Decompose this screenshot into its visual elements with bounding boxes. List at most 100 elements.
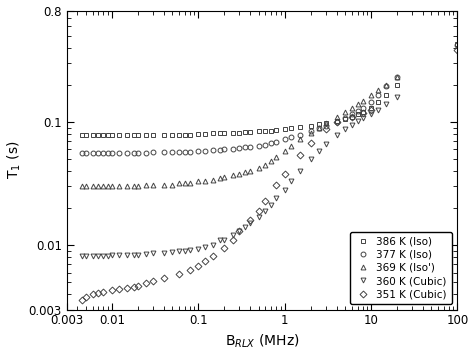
- 386 K (Iso): [124, 132, 130, 137]
- 377 K (Iso): [143, 151, 149, 155]
- 360 K (Cubic): [394, 95, 400, 100]
- 369 K (Iso'): [255, 166, 261, 171]
- 360 K (Cubic): [109, 253, 115, 257]
- 351 K (Cubic): [349, 115, 355, 119]
- 369 K (Iso'): [96, 184, 101, 188]
- 351 K (Cubic): [195, 264, 201, 268]
- 360 K (Cubic): [308, 157, 313, 161]
- 377 K (Iso): [297, 132, 302, 137]
- Line: 360 K (Cubic): 360 K (Cubic): [80, 95, 400, 258]
- 386 K (Iso): [360, 110, 365, 114]
- 369 K (Iso'): [282, 149, 287, 153]
- 369 K (Iso'): [187, 181, 192, 185]
- 386 K (Iso): [182, 132, 188, 137]
- 351 K (Cubic): [334, 120, 339, 124]
- 377 K (Iso): [237, 146, 242, 151]
- 360 K (Cubic): [255, 215, 261, 219]
- 351 K (Cubic): [161, 276, 167, 280]
- 369 K (Iso'): [368, 93, 374, 97]
- 351 K (Cubic): [237, 229, 242, 233]
- 377 K (Iso): [210, 148, 216, 152]
- 377 K (Iso): [96, 151, 101, 155]
- 360 K (Cubic): [360, 116, 365, 120]
- 360 K (Cubic): [83, 254, 89, 258]
- 369 K (Iso'): [131, 184, 137, 188]
- 386 K (Iso): [202, 132, 208, 136]
- 360 K (Cubic): [368, 112, 374, 116]
- 386 K (Iso): [90, 132, 95, 137]
- 351 K (Cubic): [360, 111, 365, 115]
- 369 K (Iso'): [268, 159, 274, 163]
- 369 K (Iso'): [90, 184, 95, 188]
- 351 K (Cubic): [150, 279, 156, 283]
- 369 K (Iso'): [218, 176, 223, 180]
- 377 K (Iso): [124, 151, 130, 155]
- 369 K (Iso'): [263, 162, 268, 167]
- 360 K (Cubic): [195, 247, 201, 251]
- 360 K (Cubic): [230, 233, 236, 237]
- 386 K (Iso): [323, 121, 328, 125]
- 386 K (Iso): [169, 132, 175, 137]
- 377 K (Iso): [187, 150, 192, 154]
- 377 K (Iso): [90, 151, 95, 155]
- 360 K (Cubic): [316, 149, 322, 153]
- 351 K (Cubic): [90, 292, 95, 296]
- 369 K (Iso'): [150, 183, 156, 187]
- 386 K (Iso): [83, 132, 89, 137]
- 360 K (Cubic): [268, 203, 274, 208]
- 386 K (Iso): [273, 128, 279, 132]
- 386 K (Iso): [161, 132, 167, 137]
- 377 K (Iso): [383, 84, 389, 88]
- Y-axis label: T$_1$ (s): T$_1$ (s): [6, 141, 23, 179]
- 360 K (Cubic): [116, 253, 121, 257]
- 377 K (Iso): [455, 43, 460, 47]
- 386 K (Iso): [79, 132, 85, 137]
- 386 K (Iso): [342, 117, 348, 121]
- 386 K (Iso): [308, 124, 313, 128]
- 351 K (Cubic): [124, 286, 130, 290]
- 377 K (Iso): [289, 135, 294, 140]
- 369 K (Iso'): [308, 130, 313, 135]
- 369 K (Iso'): [169, 183, 175, 187]
- 360 K (Cubic): [105, 254, 111, 258]
- 360 K (Cubic): [334, 132, 339, 137]
- 360 K (Cubic): [202, 245, 208, 250]
- 360 K (Cubic): [375, 108, 381, 112]
- 369 K (Iso'): [124, 184, 130, 188]
- 377 K (Iso): [316, 126, 322, 130]
- 360 K (Cubic): [282, 188, 287, 192]
- 369 K (Iso'): [355, 102, 360, 106]
- 360 K (Cubic): [383, 102, 389, 106]
- 386 K (Iso): [242, 130, 248, 134]
- 369 K (Iso'): [176, 181, 182, 185]
- 369 K (Iso'): [116, 184, 121, 188]
- 386 K (Iso): [282, 127, 287, 131]
- 369 K (Iso'): [237, 172, 242, 176]
- 386 K (Iso): [237, 130, 242, 135]
- 386 K (Iso): [334, 119, 339, 123]
- 351 K (Cubic): [273, 183, 279, 187]
- 369 K (Iso'): [202, 179, 208, 183]
- 377 K (Iso): [100, 151, 106, 155]
- 377 K (Iso): [355, 109, 360, 113]
- 360 K (Cubic): [135, 252, 141, 257]
- 386 K (Iso): [230, 130, 236, 135]
- 386 K (Iso): [109, 132, 115, 137]
- 377 K (Iso): [368, 100, 374, 104]
- 360 K (Cubic): [96, 254, 101, 258]
- 360 K (Cubic): [218, 238, 223, 242]
- 377 K (Iso): [282, 137, 287, 142]
- 386 K (Iso): [218, 131, 223, 135]
- 377 K (Iso): [360, 106, 365, 110]
- 351 K (Cubic): [230, 238, 236, 242]
- 351 K (Cubic): [247, 218, 253, 222]
- 377 K (Iso): [247, 145, 253, 149]
- 377 K (Iso): [263, 143, 268, 147]
- 377 K (Iso): [79, 151, 85, 155]
- 369 K (Iso'): [383, 83, 389, 87]
- Legend: 386 K (Iso), 377 K (Iso), 369 K (Iso'), 360 K (Cubic), 351 K (Cubic): 386 K (Iso), 377 K (Iso), 369 K (Iso'), …: [350, 231, 452, 304]
- 377 K (Iso): [150, 150, 156, 154]
- 351 K (Cubic): [109, 288, 115, 293]
- 377 K (Iso): [375, 93, 381, 97]
- 351 K (Cubic): [100, 289, 106, 294]
